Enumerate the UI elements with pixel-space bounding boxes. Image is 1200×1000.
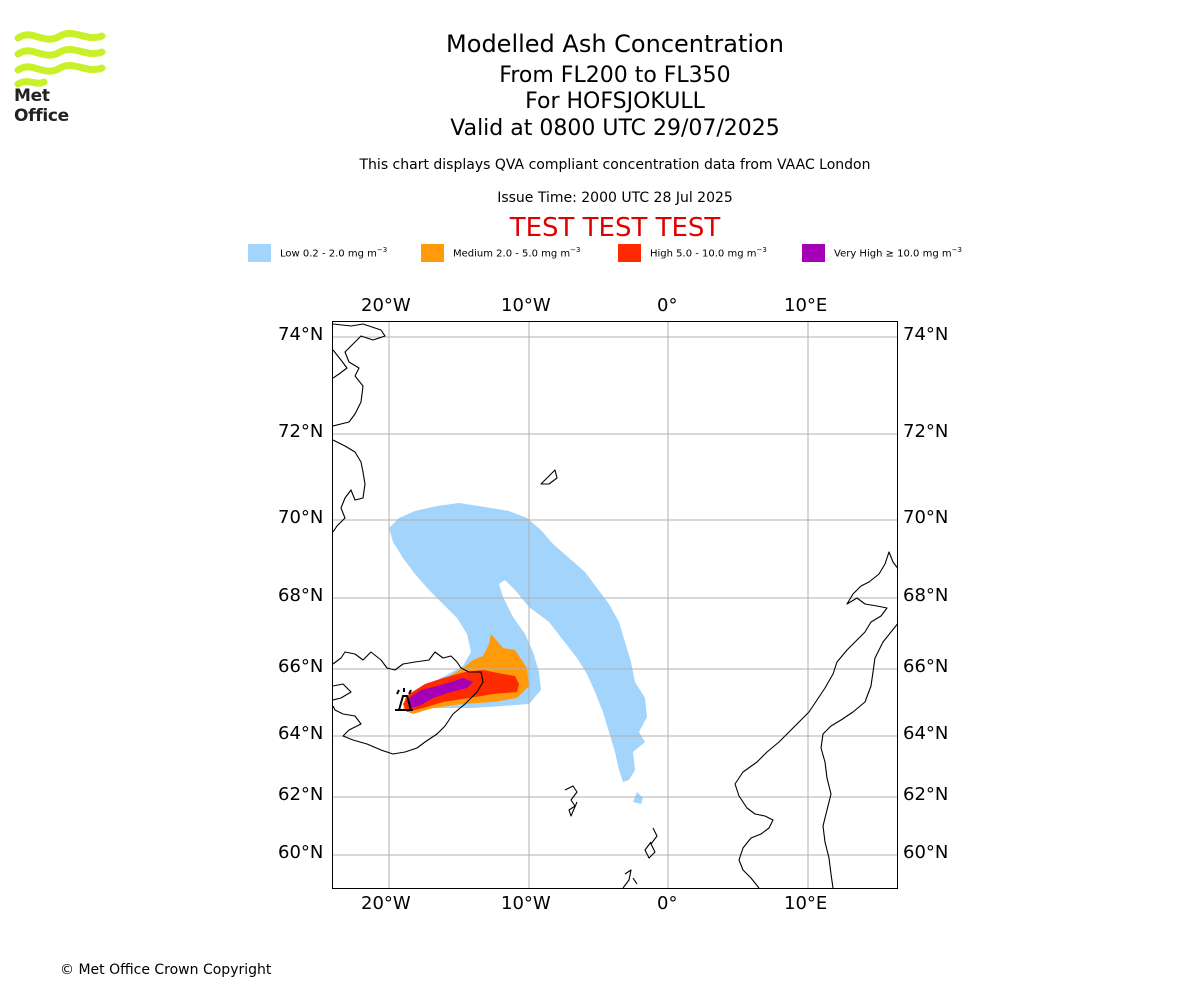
legend-label-very-high: Very High ≥ 10.0 mg m: [834, 248, 952, 260]
logo-text: Met Office: [14, 86, 69, 126]
legend-unit-low: −3: [376, 246, 388, 255]
lat-label-right-68n: 68°N: [903, 585, 949, 606]
graticule: [333, 322, 897, 888]
lat-label-left-70n: 70°N: [278, 507, 324, 528]
legend-item-high: High 5.0 - 10.0 mg m−3: [618, 244, 767, 262]
lat-label-left-60n: 60°N: [278, 842, 324, 863]
lon-label-top-10e: 10°E: [784, 295, 828, 316]
coastlines: [333, 323, 897, 888]
lat-label-left-64n: 64°N: [278, 723, 324, 744]
lat-label-right-74n: 74°N: [903, 324, 949, 345]
volcano-name: For HOFSJOKULL: [525, 89, 705, 114]
legend-label-high: High 5.0 - 10.0 mg m: [650, 248, 757, 260]
legend-label-medium: Medium 2.0 - 5.0 mg m: [453, 248, 571, 260]
ash-area-very-high: [409, 678, 473, 708]
legend-swatch-very-high: [802, 244, 825, 262]
volcano-icon: [395, 688, 413, 711]
legend-item-medium: Medium 2.0 - 5.0 mg m−3: [421, 244, 580, 262]
lon-label-bottom-10e: 10°E: [784, 893, 828, 914]
lat-label-left-68n: 68°N: [278, 585, 324, 606]
copyright: © Met Office Crown Copyright: [60, 962, 272, 978]
lon-label-top-0: 0°: [657, 295, 678, 316]
chart-title: Modelled Ash Concentration: [446, 30, 784, 58]
legend-item-very-high: Very High ≥ 10.0 mg m−3: [802, 244, 962, 262]
lat-label-left-72n: 72°N: [278, 421, 324, 442]
lon-label-bottom-20w: 20°W: [361, 893, 411, 914]
lat-label-right-62n: 62°N: [903, 784, 949, 805]
lon-label-bottom-0: 0°: [657, 893, 678, 914]
flight-level-range: From FL200 to FL350: [499, 63, 731, 88]
legend-unit-very-high: −3: [951, 246, 962, 255]
coastline-greenland: [333, 323, 386, 533]
lat-label-right-66n: 66°N: [903, 656, 949, 677]
issue-time: Issue Time: 2000 UTC 28 Jul 2025: [497, 190, 733, 206]
lon-label-bottom-10w: 10°W: [501, 893, 551, 914]
coastline-faroes: [564, 785, 578, 817]
ash-area-low: [389, 503, 647, 804]
legend-label-low: Low 0.2 - 2.0 mg m: [280, 248, 377, 260]
legend-swatch-low: [248, 244, 271, 262]
lat-label-right-70n: 70°N: [903, 507, 949, 528]
lat-label-right-60n: 60°N: [903, 842, 949, 863]
ash-area-high: [403, 670, 519, 712]
lat-label-left-62n: 62°N: [278, 784, 324, 805]
met-office-logo: Met Office: [14, 30, 110, 126]
legend-item-low: Low 0.2 - 2.0 mg m−3: [248, 244, 387, 262]
valid-time: Valid at 0800 UTC 29/07/2025: [450, 116, 780, 141]
legend-swatch-high: [618, 244, 641, 262]
chart-subtitle: This chart displays QVA compliant concen…: [359, 157, 871, 173]
test-banner: TEST TEST TEST: [509, 213, 721, 243]
ash-map: [332, 321, 898, 889]
coastline-norway: [734, 551, 897, 888]
coastline-jan-mayen: [540, 469, 558, 485]
lon-label-top-10w: 10°W: [501, 295, 551, 316]
lat-label-right-64n: 64°N: [903, 723, 949, 744]
lat-label-left-74n: 74°N: [278, 324, 324, 345]
map-canvas: [333, 322, 897, 888]
lon-label-top-20w: 20°W: [361, 295, 411, 316]
met-office-wave-icon: [14, 30, 106, 88]
lat-label-left-66n: 66°N: [278, 656, 324, 677]
legend-unit-medium: −3: [570, 246, 581, 255]
coastline-iceland: [333, 651, 484, 755]
legend-swatch-medium: [421, 244, 444, 262]
lat-label-right-72n: 72°N: [903, 421, 949, 442]
legend-unit-high: −3: [756, 246, 767, 255]
coastline-shetland: [622, 827, 658, 888]
